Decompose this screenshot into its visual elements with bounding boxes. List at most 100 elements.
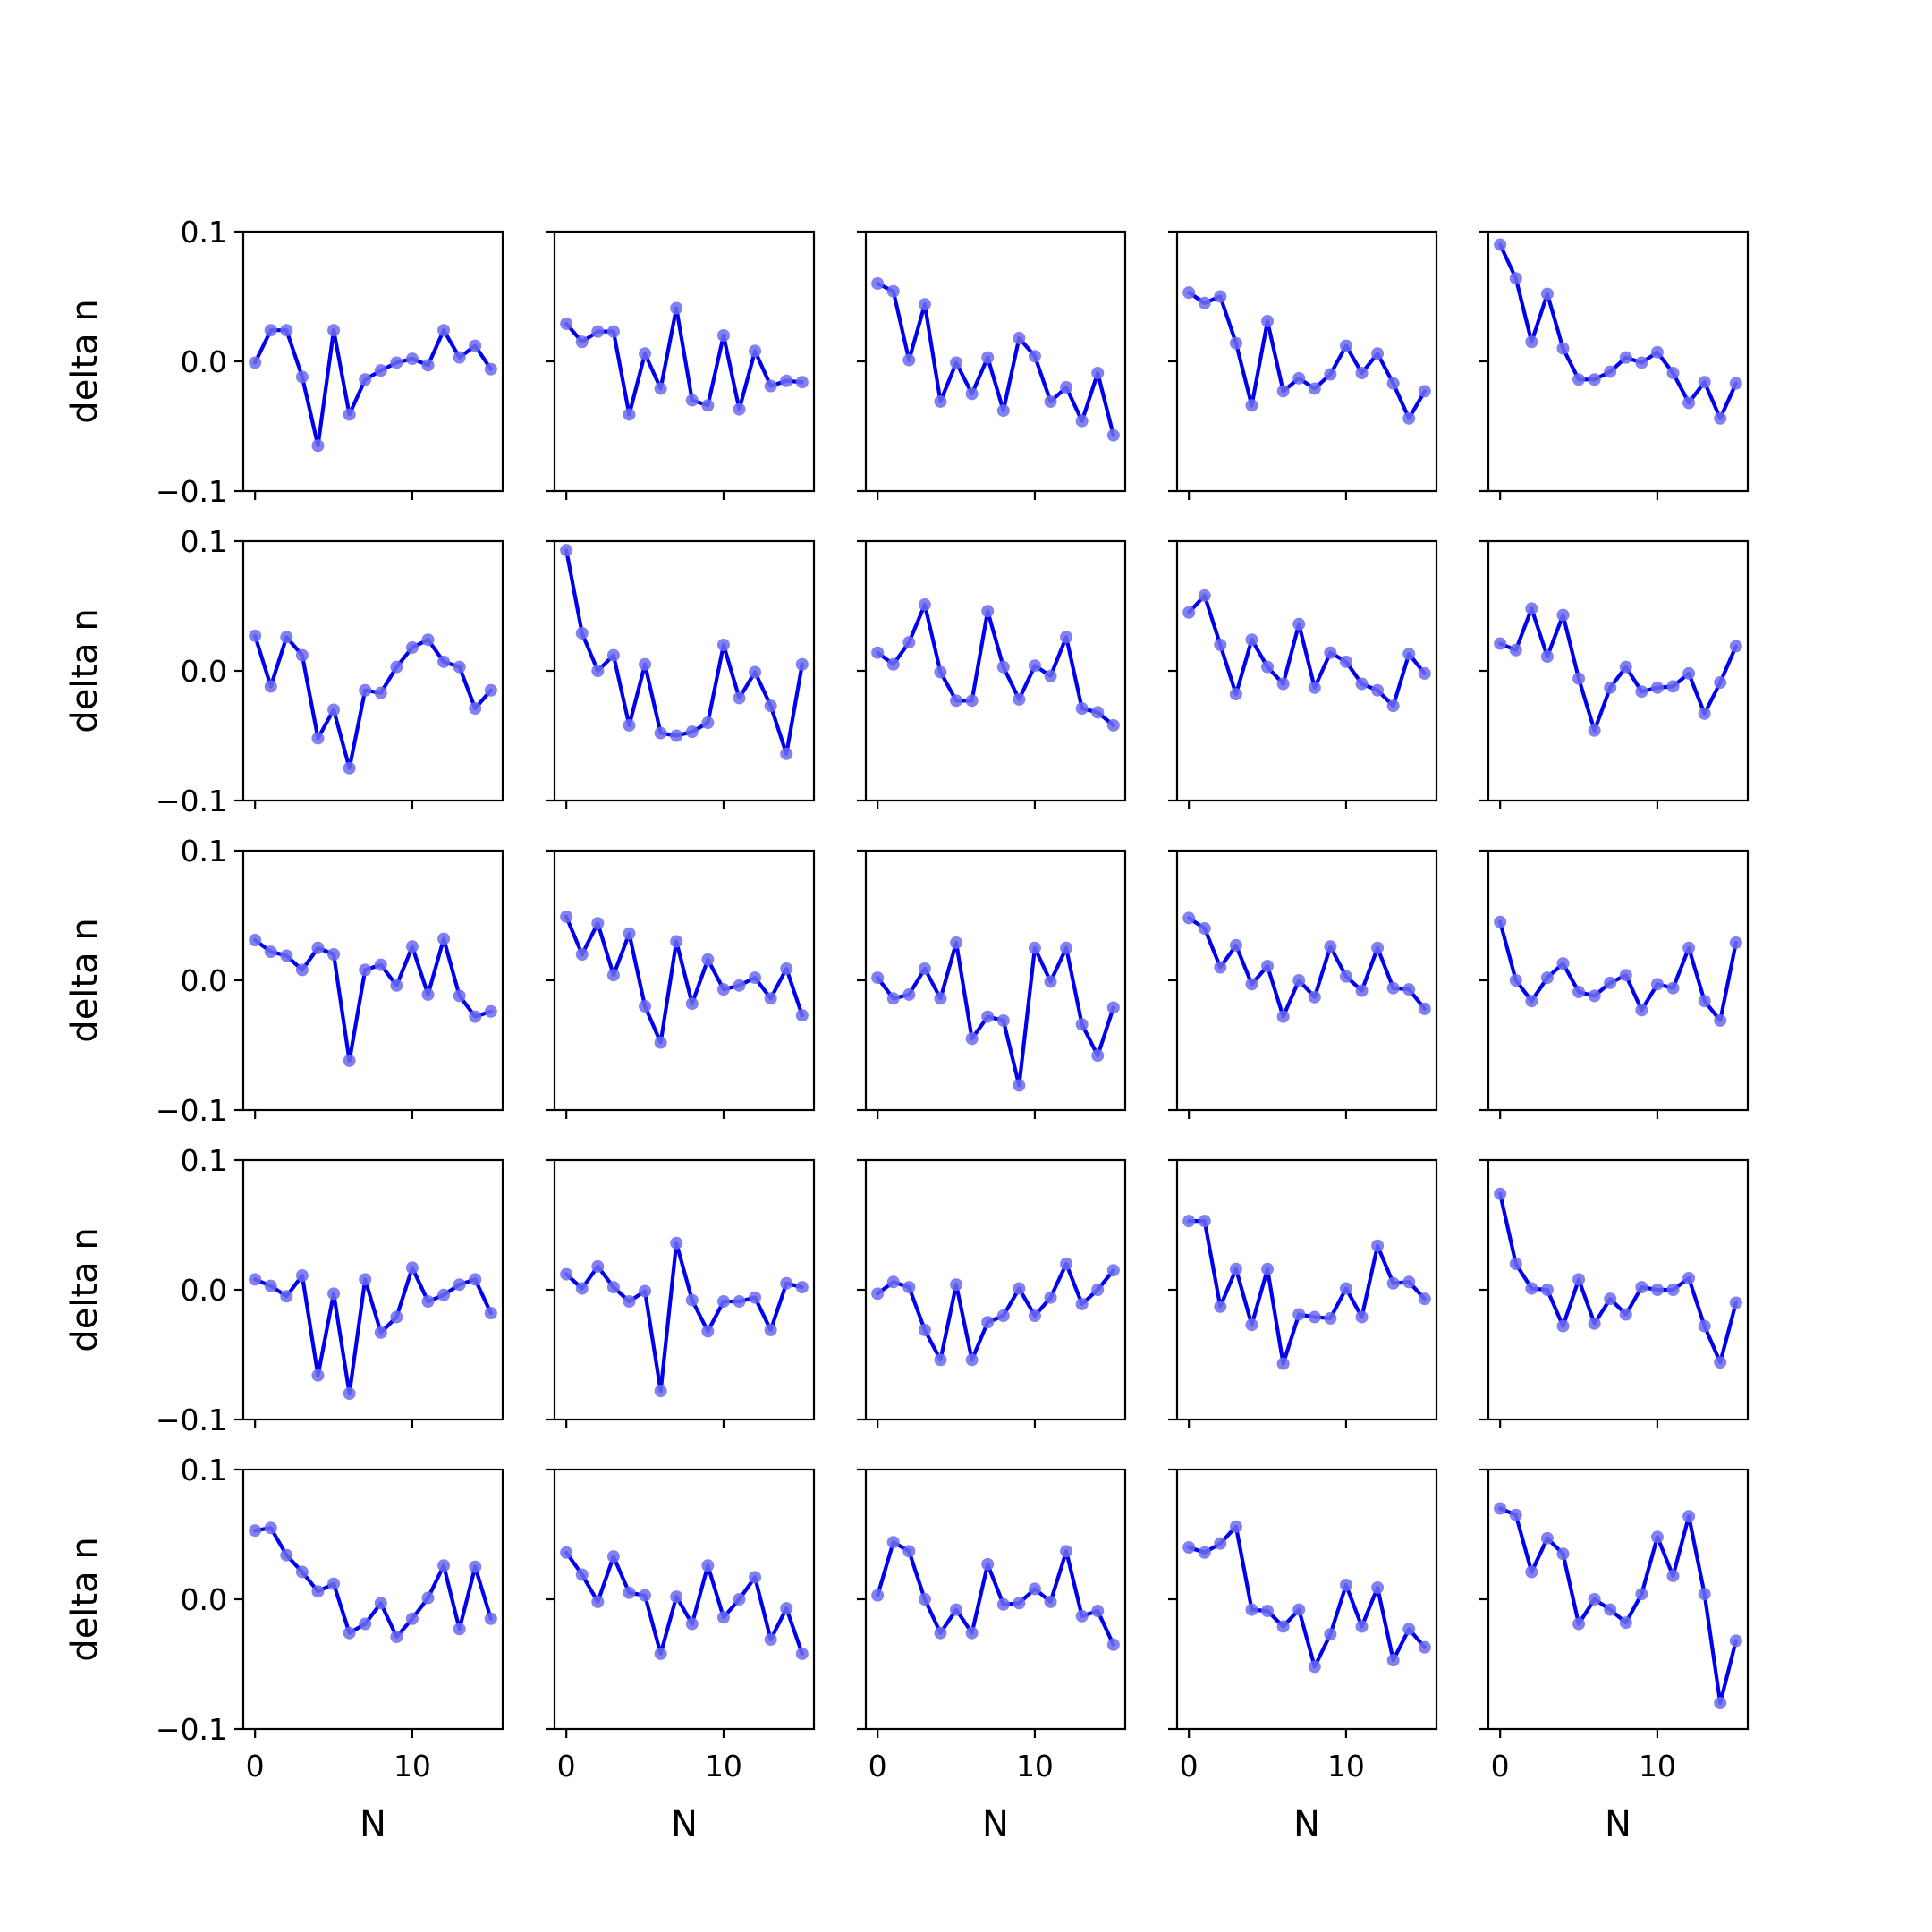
- data-point: [1245, 633, 1258, 647]
- y-tick-label: −0.1: [156, 1712, 227, 1747]
- data-point: [374, 1326, 387, 1339]
- x-tick-label: 10: [1016, 1749, 1054, 1784]
- data-point: [1091, 1284, 1105, 1296]
- data-point: [421, 633, 435, 647]
- data-point: [1402, 1623, 1416, 1636]
- data-point: [1650, 1284, 1664, 1296]
- series-line: [253, 1266, 493, 1396]
- data-point: [749, 344, 762, 358]
- data-point: [1324, 1628, 1337, 1641]
- series-line: [1498, 606, 1738, 733]
- data-point: [359, 1273, 372, 1286]
- data-point: [1371, 683, 1385, 697]
- data-point: [1714, 1356, 1727, 1369]
- axes-frame: [864, 539, 1127, 802]
- data-point: [264, 1521, 277, 1535]
- data-point: [1355, 367, 1368, 380]
- data-point: [685, 997, 699, 1011]
- data-point: [1650, 681, 1664, 694]
- axes-frame: [1487, 1468, 1750, 1731]
- data-point: [716, 1295, 730, 1309]
- data-point: [1229, 1262, 1242, 1275]
- data-point: [295, 1565, 309, 1579]
- data-point: [902, 987, 916, 1001]
- data-point: [1588, 724, 1601, 737]
- data-point: [591, 325, 605, 338]
- data-point: [780, 1276, 793, 1290]
- data-point: [1494, 1502, 1507, 1515]
- data-point: [374, 1597, 387, 1610]
- x-tick-label: 10: [1639, 1749, 1676, 1784]
- data-point: [950, 1278, 963, 1292]
- subplot-r1-c4: [1479, 539, 1750, 809]
- data-point: [780, 1602, 793, 1615]
- axes-frame: [1487, 539, 1750, 802]
- data-point: [295, 1269, 309, 1283]
- data-point: [1525, 995, 1538, 1008]
- data-point: [934, 394, 947, 408]
- data-point: [1635, 1588, 1648, 1601]
- x-axis-label: N: [1605, 1804, 1631, 1845]
- data-point: [701, 953, 715, 966]
- data-point: [359, 1617, 372, 1631]
- data-point: [654, 382, 667, 395]
- data-point: [1308, 382, 1321, 395]
- data-point: [733, 1593, 746, 1606]
- x-axis-label: N: [671, 1804, 698, 1845]
- data-point: [1402, 1275, 1416, 1289]
- data-point: [280, 949, 293, 962]
- axes-frame: [1175, 1468, 1438, 1731]
- data-point: [591, 917, 605, 930]
- data-point: [1509, 272, 1522, 285]
- data-point: [1044, 1291, 1057, 1304]
- data-point: [606, 648, 620, 662]
- data-point: [1013, 1597, 1026, 1610]
- data-point: [1666, 680, 1680, 693]
- data-point: [1044, 1595, 1057, 1608]
- data-point: [1494, 1187, 1507, 1200]
- data-point: [1229, 1520, 1242, 1533]
- data-point: [1509, 643, 1522, 657]
- y-axis-label: delta n: [64, 918, 106, 1042]
- y-tick-label: 0.1: [181, 834, 227, 869]
- data-point: [1214, 639, 1227, 651]
- data-point: [1371, 941, 1385, 954]
- data-point: [623, 927, 636, 940]
- data-point: [654, 1385, 667, 1398]
- data-point: [421, 987, 435, 1001]
- data-point: [1619, 1308, 1632, 1321]
- data-point: [639, 347, 652, 360]
- data-point: [453, 1278, 466, 1292]
- axes-frame: [864, 849, 1127, 1112]
- data-point: [1682, 666, 1696, 680]
- data-point: [1402, 411, 1416, 425]
- axes-frame: [242, 1158, 504, 1421]
- data-point: [453, 989, 466, 1003]
- data-point: [1075, 702, 1089, 716]
- data-point: [716, 329, 730, 342]
- data-point: [327, 948, 341, 961]
- data-point: [950, 1603, 963, 1616]
- data-point: [733, 402, 746, 416]
- data-point: [437, 655, 451, 668]
- data-point: [1091, 1049, 1105, 1063]
- data-point: [749, 665, 762, 679]
- data-point: [1229, 938, 1242, 952]
- data-point: [1418, 666, 1431, 680]
- data-point: [701, 399, 715, 412]
- data-point: [1075, 1297, 1089, 1310]
- data-point: [390, 1631, 403, 1644]
- data-point: [764, 992, 777, 1005]
- data-point: [996, 1597, 1010, 1611]
- data-point: [1556, 1547, 1570, 1561]
- x-tick-label: 0: [1180, 1749, 1199, 1784]
- data-point: [575, 626, 589, 640]
- data-point: [965, 694, 979, 708]
- data-point: [437, 1288, 451, 1301]
- data-point: [1682, 396, 1696, 410]
- data-point: [405, 940, 419, 953]
- series-line: [1187, 291, 1427, 420]
- data-point: [311, 941, 325, 954]
- data-point: [1324, 940, 1337, 953]
